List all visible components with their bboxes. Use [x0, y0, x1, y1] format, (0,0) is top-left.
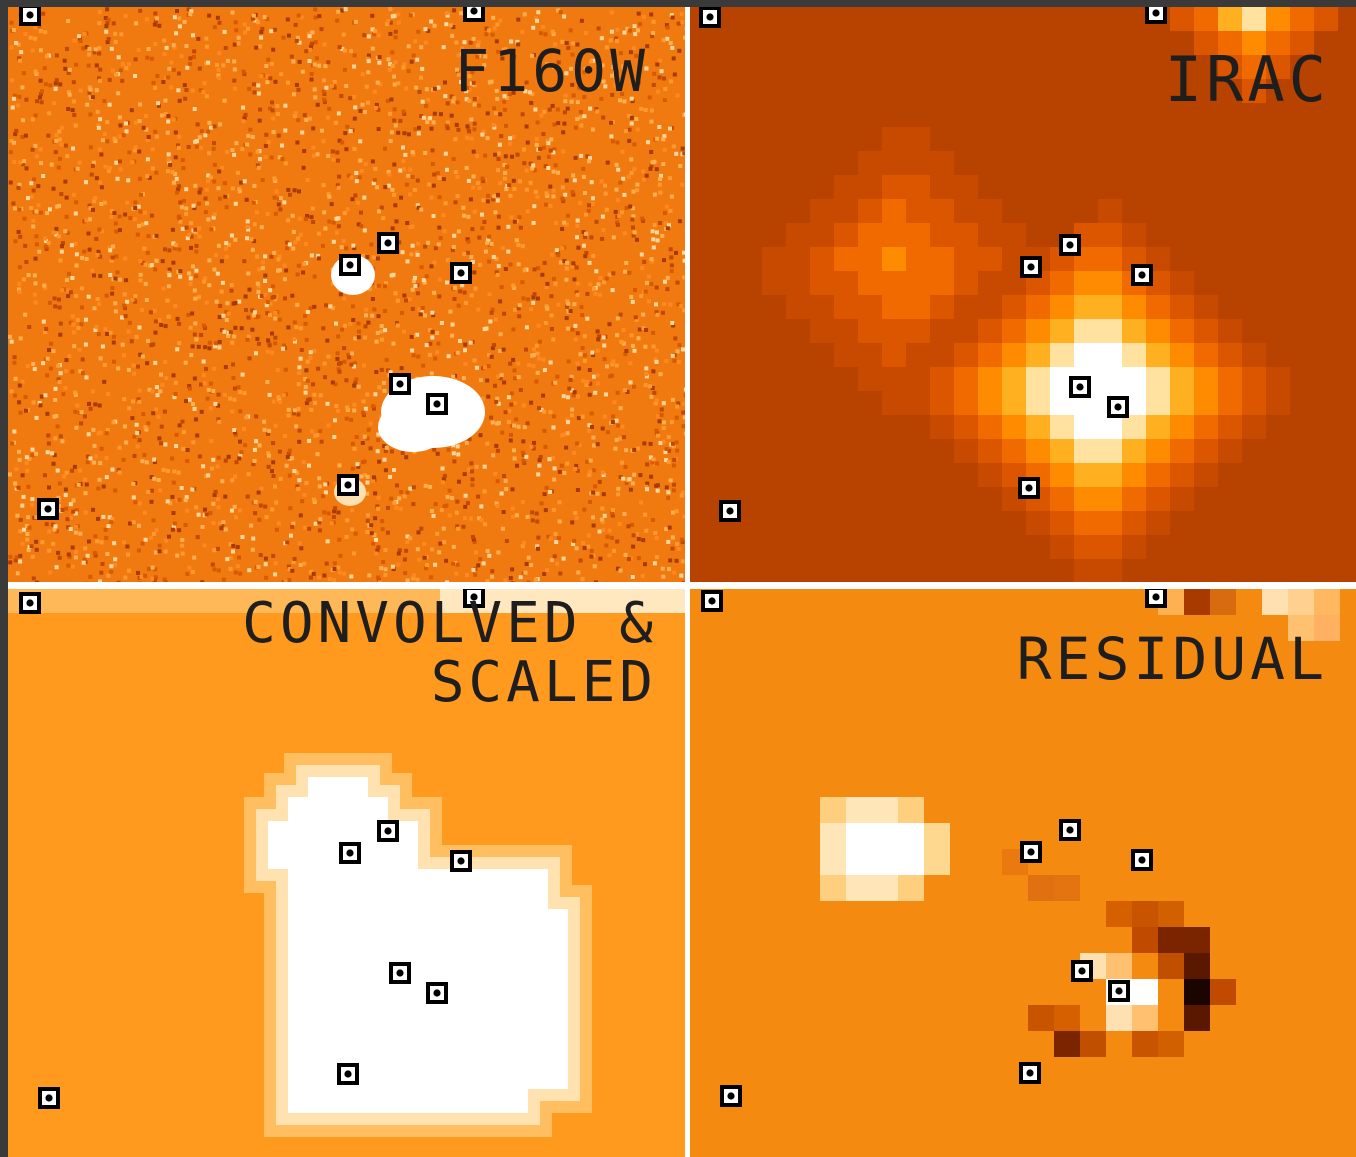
source-marker: [699, 7, 721, 28]
source-marker: [37, 498, 59, 520]
noise-texture: [8, 7, 685, 582]
source-marker: [389, 962, 411, 984]
panel-convolved: CONVOLVED & SCALED: [8, 589, 685, 1157]
panel-irac: IRAC: [690, 7, 1356, 585]
source-marker: [1107, 396, 1129, 418]
source-marker: [1108, 980, 1130, 1002]
source-marker: [1145, 589, 1167, 608]
residual-image: [690, 589, 1356, 1157]
panel-f160w: F160W: [8, 7, 685, 582]
panel-label-f160w: F160W: [454, 37, 649, 105]
source-marker: [38, 1087, 60, 1109]
source-marker: [377, 820, 399, 842]
source-marker: [337, 474, 359, 496]
f160w-image: [8, 7, 685, 582]
source-marker: [339, 254, 361, 276]
source-marker: [389, 373, 411, 395]
source-marker: [19, 592, 41, 614]
source-marker: [1020, 256, 1042, 278]
source-marker: [1020, 841, 1042, 863]
pixel-grid: [820, 589, 1340, 1057]
source-marker: [1071, 960, 1093, 982]
source-marker: [450, 262, 472, 284]
panel-label-convolved-line2: SCALED: [430, 649, 657, 715]
irac-image: [690, 7, 1356, 585]
panel-label-convolved-line1: CONVOLVED &: [242, 591, 657, 656]
panel-label-convolved: CONVOLVED & SCALED: [97, 591, 657, 715]
source-marker: [1019, 1062, 1041, 1084]
source-marker: [1131, 849, 1153, 871]
panel-residual: RESIDUAL: [690, 589, 1356, 1157]
source-marker: [377, 232, 399, 254]
source-marker: [1145, 7, 1167, 24]
panel-label-irac: IRAC: [1164, 43, 1330, 116]
source-marker: [1069, 376, 1091, 398]
source-marker: [463, 589, 485, 608]
source-marker: [1059, 234, 1081, 256]
source-marker: [720, 1085, 742, 1107]
source-marker: [426, 393, 448, 415]
panel-label-residual: RESIDUAL: [1016, 625, 1328, 693]
source-marker: [1059, 819, 1081, 841]
source-marker: [701, 590, 723, 612]
source-marker: [339, 842, 361, 864]
source-marker: [463, 7, 485, 22]
source-marker: [719, 500, 741, 522]
convolved-image: [8, 589, 685, 1157]
source-marker: [1018, 477, 1040, 499]
horizontal-divider: [8, 582, 1356, 589]
source-marker: [426, 982, 448, 1004]
source-marker: [1131, 264, 1153, 286]
source-marker: [19, 7, 41, 26]
source-marker: [337, 1063, 359, 1085]
source-marker: [450, 850, 472, 872]
